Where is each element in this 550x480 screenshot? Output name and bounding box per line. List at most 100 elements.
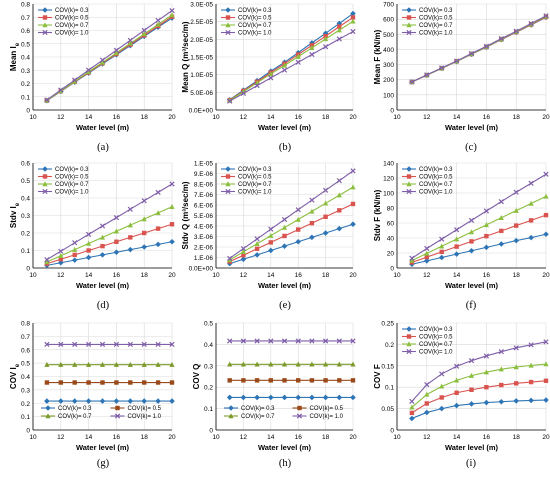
data-point bbox=[337, 378, 342, 383]
legend-marker bbox=[406, 341, 412, 347]
data-point bbox=[58, 361, 64, 367]
x-tick-label: 18 bbox=[513, 114, 521, 121]
data-point bbox=[99, 223, 106, 229]
data-point bbox=[268, 232, 274, 238]
chart-panel-e: 0.0E+00 1.E-06 2.E-06 3.E-06 4.E-06 5.E-06 6.E… bbox=[181, 161, 357, 312]
x-axis-label: Water level (m) bbox=[258, 443, 312, 452]
data-point bbox=[99, 398, 106, 404]
legend-label: COV(k)= 0.3 bbox=[241, 406, 275, 412]
data-point bbox=[281, 243, 288, 249]
data-point bbox=[453, 402, 460, 409]
y-tick-label: 2.E-06 bbox=[194, 245, 214, 252]
data-point bbox=[309, 394, 315, 401]
data-point bbox=[141, 27, 147, 33]
panel-label: (f) bbox=[466, 300, 477, 311]
legend-marker bbox=[45, 405, 51, 411]
data-point bbox=[424, 254, 429, 260]
y-tick-label: 60 bbox=[387, 221, 395, 228]
data-point bbox=[468, 358, 475, 364]
data-point bbox=[543, 339, 549, 345]
data-point bbox=[336, 27, 342, 33]
data-point bbox=[141, 244, 147, 250]
data-point bbox=[528, 180, 534, 186]
y-tick-label: 0.05 bbox=[381, 406, 394, 413]
data-point bbox=[113, 214, 120, 221]
data-point bbox=[543, 231, 549, 238]
data-point bbox=[336, 394, 343, 401]
data-point bbox=[99, 341, 106, 348]
data-point bbox=[295, 238, 301, 245]
y-tick-label: 0 bbox=[26, 266, 30, 273]
data-point bbox=[350, 10, 356, 17]
legend-marker bbox=[225, 7, 231, 13]
data-point bbox=[528, 397, 534, 404]
panel-label: (d) bbox=[97, 300, 110, 311]
legend-marker bbox=[406, 181, 412, 187]
x-tick-label: 10 bbox=[393, 272, 401, 279]
data-point bbox=[409, 410, 415, 416]
legend-marker bbox=[406, 188, 412, 195]
data-point bbox=[322, 230, 329, 236]
data-point bbox=[424, 391, 430, 397]
y-tick-label: 0.3 bbox=[21, 387, 30, 394]
legend-label: COV(k)= 0.3 bbox=[58, 406, 92, 412]
series-line bbox=[46, 10, 173, 101]
data-point bbox=[86, 248, 91, 253]
data-point bbox=[58, 380, 63, 385]
data-point bbox=[100, 380, 105, 385]
data-point bbox=[309, 220, 315, 226]
data-point bbox=[127, 246, 134, 253]
data-point bbox=[268, 338, 274, 344]
data-point bbox=[44, 380, 50, 385]
legend-marker bbox=[42, 166, 48, 172]
data-point bbox=[169, 238, 175, 245]
y-tick-label: 1.E-06 bbox=[194, 255, 214, 262]
data-point bbox=[499, 382, 504, 388]
legend-label: COV(k)= 1.0 bbox=[128, 414, 162, 420]
legend-marker bbox=[42, 174, 48, 179]
y-tick-label: 0.6 bbox=[21, 28, 30, 35]
data-point bbox=[99, 252, 106, 258]
data-point bbox=[155, 380, 161, 385]
x-tick-label: 20 bbox=[168, 434, 176, 441]
data-point bbox=[100, 243, 105, 249]
series-line bbox=[411, 15, 547, 83]
legend-marker bbox=[406, 334, 412, 339]
data-point bbox=[281, 62, 288, 68]
y-tick-label: 0 bbox=[26, 428, 30, 435]
y-tick-label: 3.0E-05 bbox=[190, 2, 213, 9]
y-tick-label: 0.2 bbox=[21, 231, 30, 238]
legend-label: COV(k)= 1.0 bbox=[310, 414, 344, 420]
data-point bbox=[113, 249, 120, 256]
x-axis-label: Water level (m) bbox=[445, 443, 499, 452]
y-tick-label: 100 bbox=[383, 191, 394, 198]
data-point bbox=[281, 394, 288, 401]
y-tick-label: 0.6 bbox=[21, 161, 30, 168]
chart-panel-b: 0.0E+00 5.0E-06 1.0E-05 1.5E-05 2.0E-05 2.5E-… bbox=[181, 2, 357, 154]
data-point bbox=[295, 394, 301, 401]
data-point bbox=[528, 218, 534, 223]
data-point bbox=[543, 397, 549, 403]
x-axis-label: Water level (m) bbox=[445, 123, 499, 132]
x-tick-label: 18 bbox=[322, 114, 330, 121]
data-point bbox=[350, 18, 356, 24]
x-axis-label: Water level (m) bbox=[445, 281, 499, 290]
series-line bbox=[411, 173, 547, 259]
data-point bbox=[453, 58, 460, 64]
y-tick-label: 500 bbox=[383, 32, 394, 39]
x-tick-label: 12 bbox=[423, 114, 431, 121]
data-point bbox=[281, 67, 288, 73]
data-point bbox=[141, 216, 147, 222]
data-point bbox=[424, 250, 430, 256]
data-point bbox=[309, 51, 315, 58]
data-point bbox=[44, 256, 50, 263]
legend-marker bbox=[406, 166, 412, 172]
data-point bbox=[468, 217, 475, 223]
data-point bbox=[169, 12, 175, 18]
x-tick-label: 12 bbox=[57, 272, 65, 279]
x-tick-label: 14 bbox=[267, 434, 275, 441]
data-point bbox=[514, 381, 519, 386]
